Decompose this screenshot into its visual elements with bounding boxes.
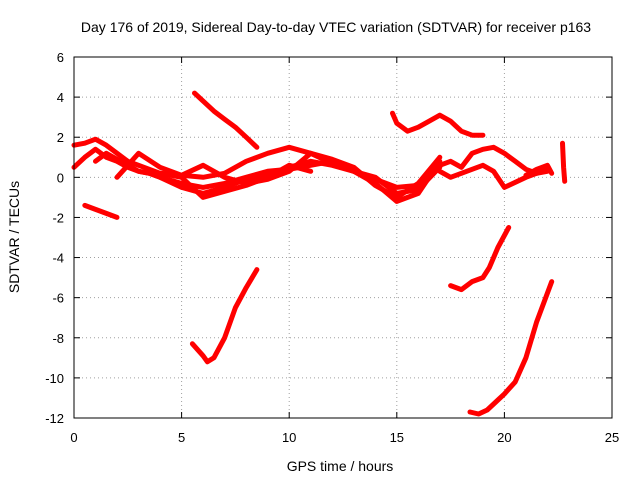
tick-marks — [73, 56, 613, 419]
y-tick-label: -8 — [52, 331, 64, 346]
x-tick-label: 5 — [178, 430, 185, 445]
x-axis-label: GPS time / hours — [287, 458, 394, 474]
y-tick-label: 2 — [57, 130, 64, 145]
y-tick-label: -2 — [52, 210, 64, 225]
series-trace-13 — [467, 279, 555, 417]
series-trace-9 — [390, 110, 486, 138]
series-trace-11 — [437, 162, 550, 190]
y-tick-label: -4 — [52, 251, 64, 266]
y-axis-label: SDTVAR / TECUs — [6, 181, 22, 293]
y-tick-label: -12 — [45, 411, 64, 426]
chart-title: Day 176 of 2019, Sidereal Day-to-day VTE… — [81, 19, 591, 35]
series-trace-6 — [82, 202, 120, 220]
y-tick-label: 6 — [57, 50, 64, 65]
y-tick-label: 0 — [57, 170, 64, 185]
series-trace-14 — [523, 162, 555, 178]
series-group — [71, 90, 568, 417]
tick-labels: 0 5 10 15 20 25 -12 -10 -8 -6 -4 -2 0 2 4 6 — [45, 50, 619, 445]
series-trace-7 — [192, 90, 260, 150]
grid-lines — [74, 57, 612, 418]
x-tick-label: 0 — [70, 430, 77, 445]
x-tick-label: 25 — [605, 430, 619, 445]
series-trace-15 — [560, 140, 568, 184]
y-tick-label: -10 — [45, 371, 64, 386]
series-trace-12 — [448, 225, 512, 293]
plot-frame — [73, 56, 613, 419]
y-tick-label: 4 — [57, 90, 64, 105]
series-trace-8 — [189, 267, 260, 365]
x-tick-label: 10 — [282, 430, 296, 445]
series-trace-5 — [157, 162, 314, 200]
x-tick-label: 15 — [390, 430, 404, 445]
series-trace-4 — [114, 150, 443, 200]
y-tick-label: -6 — [52, 291, 64, 306]
x-tick-label: 20 — [497, 430, 511, 445]
